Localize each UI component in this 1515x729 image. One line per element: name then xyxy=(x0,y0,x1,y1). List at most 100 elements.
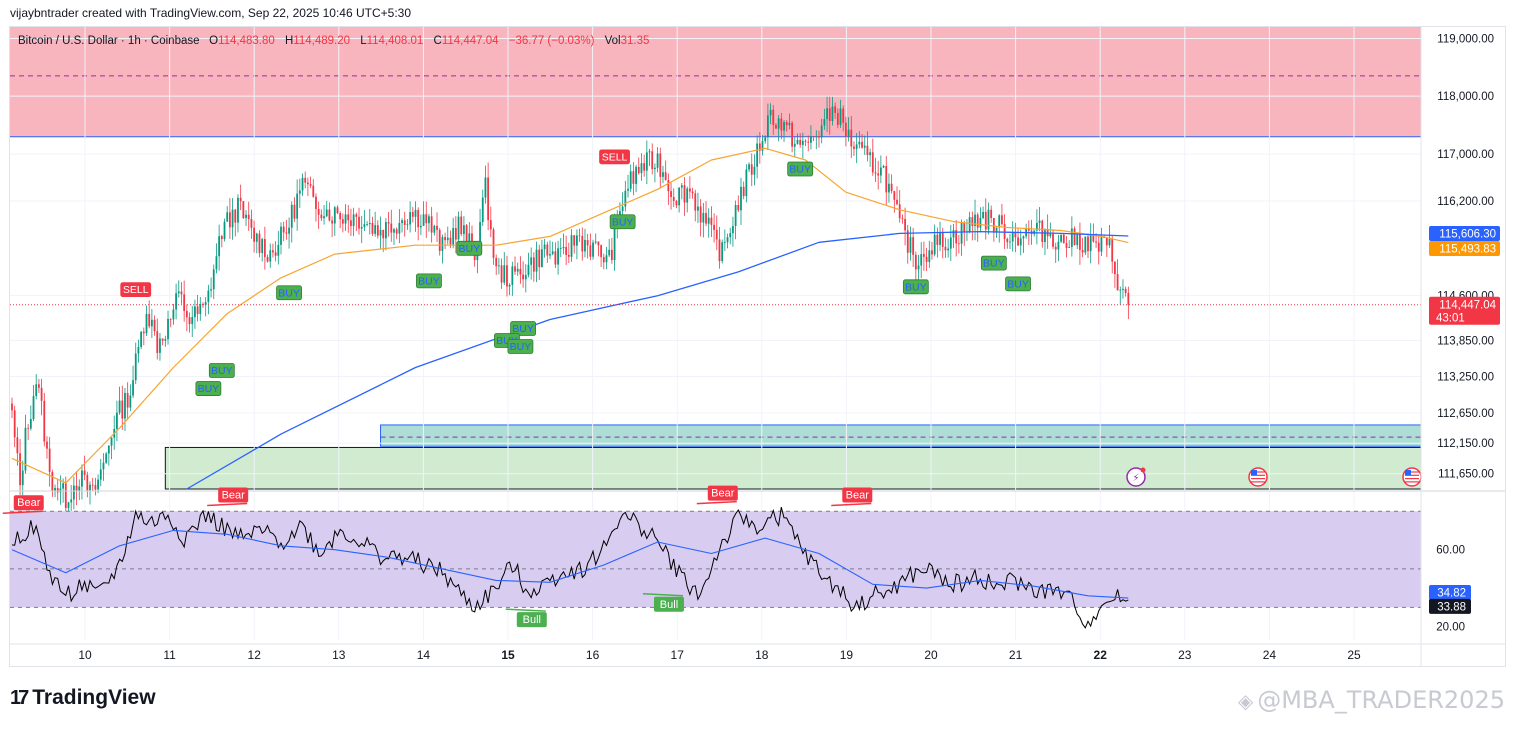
candle-body xyxy=(912,237,915,255)
candle-body xyxy=(156,331,159,353)
signal-badge xyxy=(787,161,814,177)
x-axis-label: 12 xyxy=(248,648,262,662)
x-axis-label: 10 xyxy=(78,648,92,662)
candle-body xyxy=(261,239,264,253)
candle-body xyxy=(826,108,828,120)
candle-body xyxy=(629,171,632,189)
candle-body xyxy=(707,217,710,224)
candle-body xyxy=(1105,237,1108,246)
rsi-ma-line xyxy=(11,529,1129,599)
candle-body xyxy=(320,214,323,219)
candle-body xyxy=(1070,228,1073,247)
candle-body xyxy=(62,483,65,489)
candle-body xyxy=(403,220,406,226)
signal-badge xyxy=(276,285,302,301)
candle-body xyxy=(963,222,966,233)
candle-body xyxy=(589,245,592,257)
candle-body xyxy=(110,437,113,446)
candle-body xyxy=(823,119,826,126)
rsi-value-badge xyxy=(1429,585,1471,601)
candle-body xyxy=(801,140,804,145)
rsi-value-badge xyxy=(1429,598,1471,614)
candle-body xyxy=(1124,288,1127,293)
candle-body xyxy=(449,237,452,245)
candle-body xyxy=(1081,249,1084,253)
signal-label: BUY xyxy=(459,243,481,255)
candle-body xyxy=(234,209,237,223)
candle-body xyxy=(640,163,643,174)
candle-body xyxy=(933,234,936,255)
tradingview-logo[interactable]: 17 TradingView xyxy=(10,686,156,710)
candle-body xyxy=(333,207,336,224)
signal-badge xyxy=(609,214,636,230)
candle-body xyxy=(925,256,928,262)
rsi-tick-label: 60.00 xyxy=(1436,545,1465,557)
candle-body xyxy=(471,233,473,248)
candle-body xyxy=(1022,236,1025,239)
candle-body xyxy=(1014,232,1017,238)
candle-body xyxy=(1027,228,1030,231)
price-value-badge xyxy=(1429,296,1500,325)
x-axis-label: 19 xyxy=(840,648,854,662)
candle-body xyxy=(430,216,433,233)
candle-body xyxy=(888,183,890,193)
candle-body xyxy=(64,483,67,509)
chart-frame xyxy=(9,26,1506,667)
candle-body xyxy=(715,229,718,240)
candle-body xyxy=(99,469,102,480)
candle-body xyxy=(592,242,594,257)
candle-body xyxy=(939,232,941,245)
candle-body xyxy=(610,249,613,261)
candle-body xyxy=(766,115,769,138)
candle-body xyxy=(783,122,785,131)
candle-body xyxy=(957,243,960,245)
x-axis-label: 23 xyxy=(1178,648,1192,662)
candle-body xyxy=(484,177,487,198)
candle-body xyxy=(315,196,317,209)
candle-body xyxy=(19,453,21,486)
candle-body xyxy=(726,237,729,243)
candle-body xyxy=(121,400,124,419)
candle-body xyxy=(664,172,667,181)
candle-body xyxy=(584,239,586,252)
x-axis-label: 14 xyxy=(417,648,431,662)
price-tick-label: 119,000.00 xyxy=(1437,33,1494,45)
candle-body xyxy=(72,485,75,500)
candle-body xyxy=(576,235,578,246)
candle-body xyxy=(409,211,412,225)
candle-body xyxy=(250,219,253,228)
svg-text:⚡: ⚡ xyxy=(1132,473,1139,484)
candle-body xyxy=(697,206,699,211)
candle-body xyxy=(1068,246,1071,248)
price-value-label: 115,606.30 xyxy=(1439,228,1496,240)
candle-body xyxy=(853,146,855,149)
candle-body xyxy=(339,213,342,220)
candle-body xyxy=(172,309,175,320)
candle-body xyxy=(879,167,882,176)
divergence-line xyxy=(831,502,872,507)
candle-body xyxy=(126,393,129,408)
candle-body xyxy=(936,234,939,245)
candle-body xyxy=(16,437,19,454)
candle-body xyxy=(1076,233,1079,246)
candle-body xyxy=(210,289,212,291)
candle-body xyxy=(1116,274,1119,291)
signal-badge xyxy=(980,255,1007,271)
candle-body xyxy=(428,216,430,224)
candle-body xyxy=(223,221,226,239)
candle-body xyxy=(307,182,309,185)
candle-body xyxy=(1073,228,1076,246)
signal-badge xyxy=(208,363,235,378)
candle-body xyxy=(1122,288,1124,290)
candle-body xyxy=(570,235,573,257)
candle-body xyxy=(460,216,463,235)
candle-body xyxy=(917,265,920,270)
candle-body xyxy=(519,268,522,275)
change-value: −36.77 (−0.03%) xyxy=(508,35,595,47)
price-value-label: 114,447.04 xyxy=(1439,299,1496,311)
symbol-legend: Bitcoin / U.S. Dollar · 1h · Coinbase O1… xyxy=(18,35,656,47)
candle-body xyxy=(1035,222,1038,231)
us-flag-icon xyxy=(1402,467,1422,487)
candle-body xyxy=(551,251,554,255)
